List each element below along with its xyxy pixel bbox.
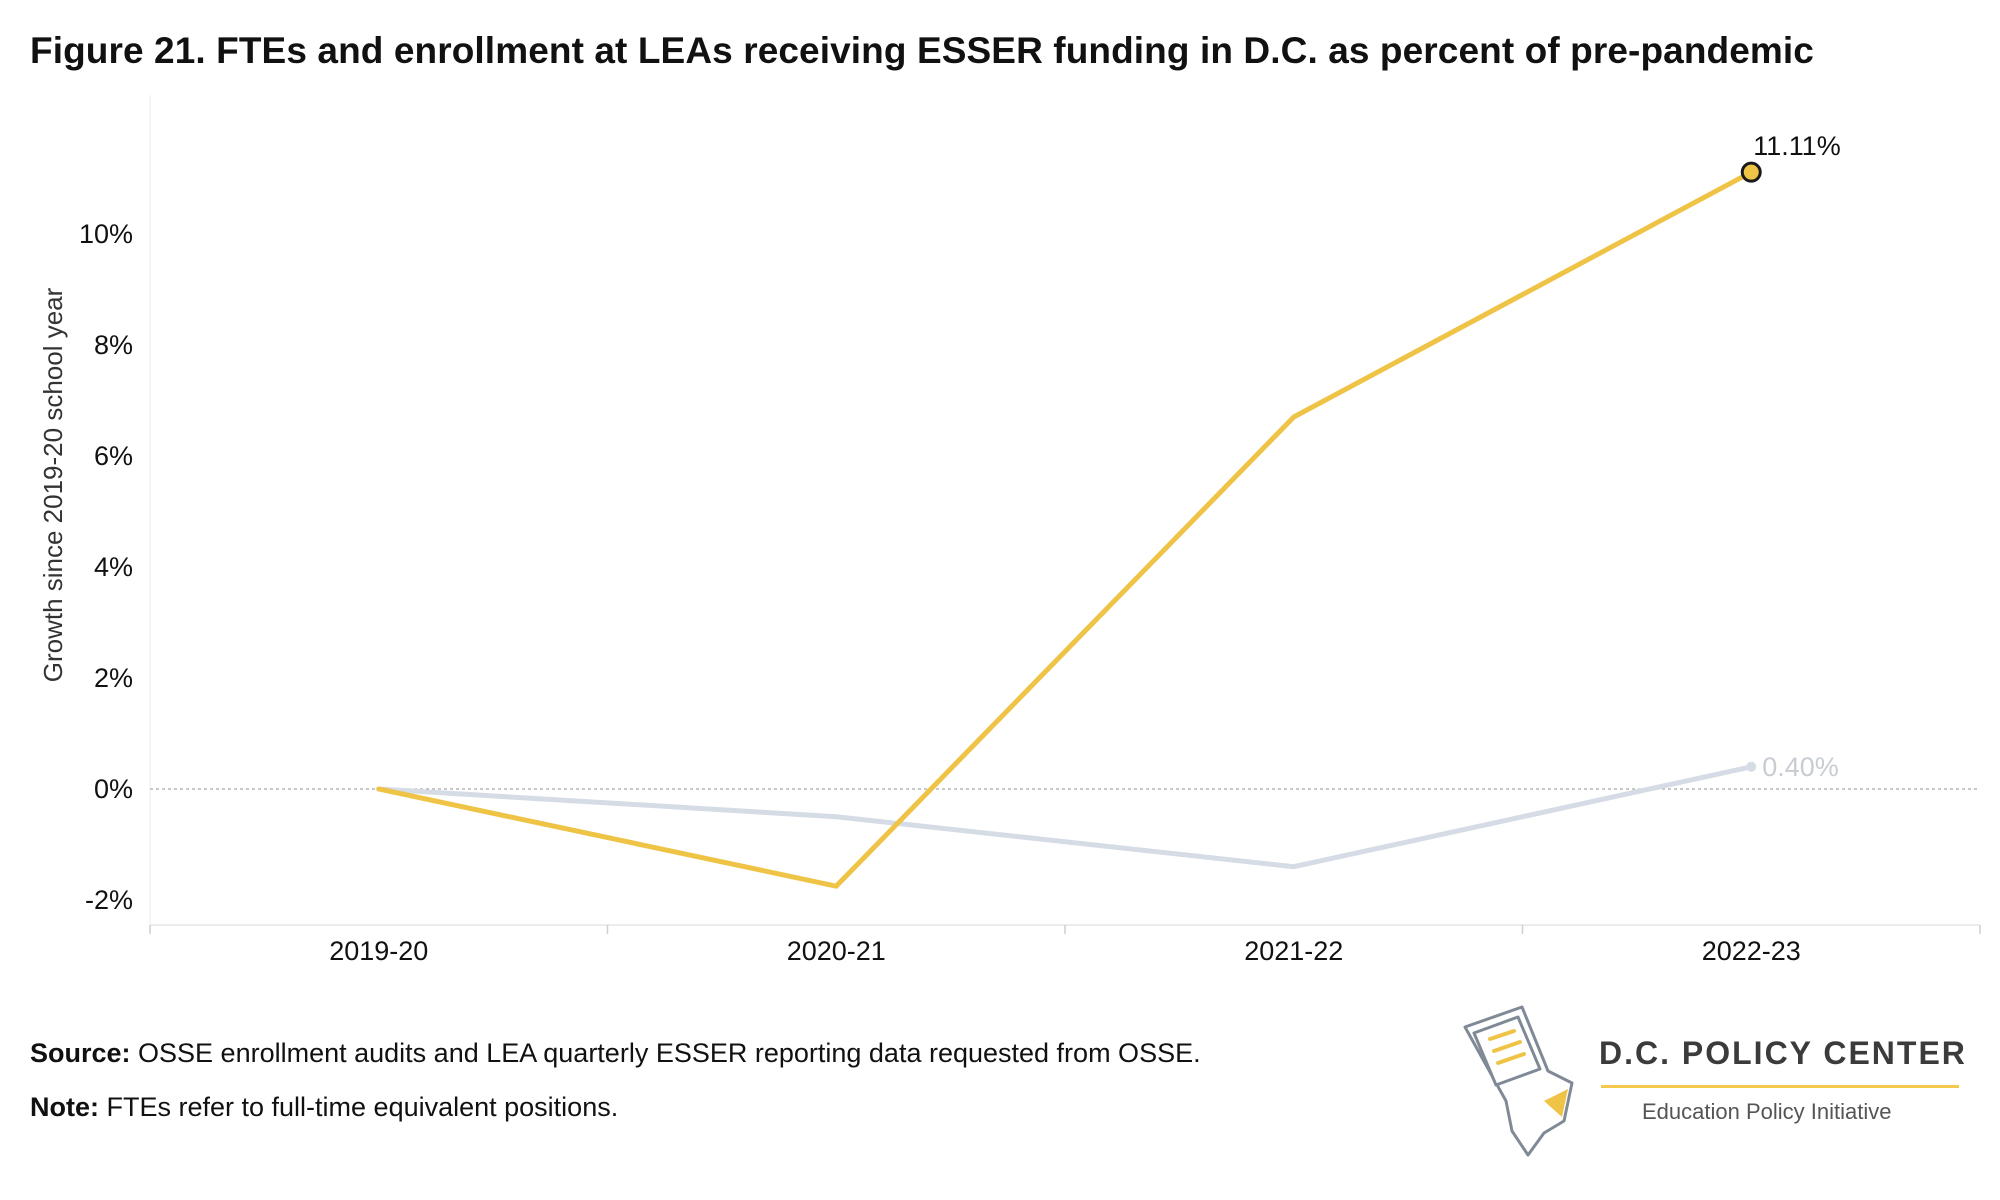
y-tick-label: -2% xyxy=(85,885,133,915)
end-label-series-2: 11.11% xyxy=(1753,131,1841,161)
line-chart: Growth since 2019-20 school year 2019-20… xyxy=(38,95,1981,966)
axes: 2019-20 2020-21 2021-22 2022-23 -2% 0% 2% 4% 6% 8… xyxy=(79,95,1981,966)
source-note: Source: OSSE enrollment audits and LEA q… xyxy=(30,1038,1201,1069)
note-label: Note: xyxy=(30,1092,99,1122)
y-axis-label: Growth since 2019-20 school year xyxy=(38,287,68,682)
source-text: OSSE enrollment audits and LEA quarterly… xyxy=(130,1038,1201,1068)
end-marker-series-2 xyxy=(1740,161,1762,183)
x-tick-label: 2020-21 xyxy=(787,936,886,966)
series-line-1 xyxy=(376,764,1754,870)
y-tick-label: 6% xyxy=(94,441,133,471)
y-tick-label: 10% xyxy=(79,219,133,249)
note-text: FTEs refer to full-time equivalent posit… xyxy=(99,1092,619,1122)
x-tick-label: 2019-20 xyxy=(329,936,428,966)
logo-name: D.C. POLICY CENTER xyxy=(1599,1035,1967,1071)
y-tick-label: 0% xyxy=(94,774,133,804)
logo-subtitle: Education Policy Initiative xyxy=(1642,1099,1892,1124)
y-tick-label: 8% xyxy=(94,330,133,360)
series-line-2 xyxy=(376,169,1754,889)
dc-policy-center-logo: D.C. POLICY CENTER Education Policy Init… xyxy=(1460,1005,1980,1165)
note-footnote: Note: FTEs refer to full-time equivalent… xyxy=(30,1092,618,1123)
chart-title: Figure 21. FTEs and enrollment at LEAs r… xyxy=(30,30,1814,71)
series-lines xyxy=(376,169,1754,889)
end-marker-series-1 xyxy=(1746,761,1757,772)
source-label: Source: xyxy=(30,1038,131,1068)
x-tick-label: 2021-22 xyxy=(1244,936,1343,966)
dc-map-document-icon xyxy=(1463,1005,1574,1157)
end-label-series-1: 0.40% xyxy=(1762,752,1839,782)
data-labels: 0.40% 11.11% xyxy=(1740,131,1841,782)
logo-divider xyxy=(1601,1085,1959,1088)
y-tick-label: 4% xyxy=(94,552,133,582)
x-tick-label: 2022-23 xyxy=(1702,936,1801,966)
y-tick-label: 2% xyxy=(94,663,133,693)
